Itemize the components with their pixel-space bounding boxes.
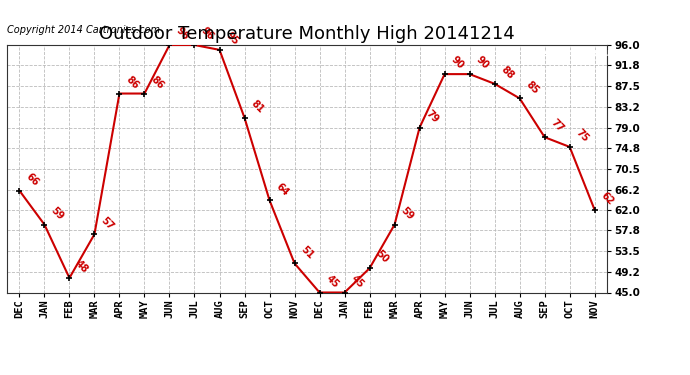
- Title: Outdoor Temperature Monthly High 20141214: Outdoor Temperature Monthly High 2014121…: [99, 26, 515, 44]
- Text: 75: 75: [574, 128, 591, 144]
- Text: 57: 57: [99, 215, 115, 231]
- Text: 95: 95: [224, 30, 240, 47]
- Text: 90: 90: [474, 55, 491, 71]
- Text: 85: 85: [524, 79, 540, 96]
- Text: 48: 48: [74, 258, 90, 275]
- Text: 88: 88: [499, 64, 515, 81]
- Text: 96: 96: [199, 26, 215, 42]
- Text: 90: 90: [448, 55, 465, 71]
- Text: Temperature  (°F): Temperature (°F): [554, 48, 660, 57]
- Text: 81: 81: [248, 98, 266, 115]
- Text: 86: 86: [124, 74, 140, 91]
- Text: 45: 45: [324, 273, 340, 290]
- Text: Copyright 2014 Cartronics.com: Copyright 2014 Cartronics.com: [7, 25, 160, 35]
- Text: 50: 50: [374, 249, 391, 266]
- Text: 62: 62: [599, 190, 615, 207]
- Text: 96: 96: [174, 26, 190, 42]
- Text: 59: 59: [399, 205, 415, 222]
- Text: 86: 86: [148, 74, 166, 91]
- Text: 45: 45: [348, 273, 365, 290]
- Text: 64: 64: [274, 181, 290, 198]
- Text: 77: 77: [549, 118, 565, 134]
- Text: 51: 51: [299, 244, 315, 261]
- Text: 59: 59: [48, 205, 65, 222]
- Text: 79: 79: [424, 108, 440, 125]
- Text: 66: 66: [23, 171, 40, 188]
